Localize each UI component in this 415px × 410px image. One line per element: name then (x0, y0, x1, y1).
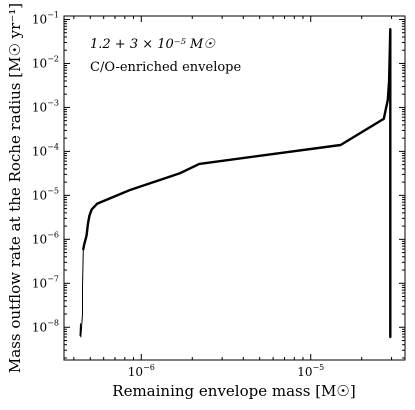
y-axis-label: Mass outflow rate at the Roche radius [M… (6, 3, 24, 373)
x-tick-label: 10−5 (297, 363, 324, 379)
y-tick-label: 10−8 (32, 318, 59, 334)
y-tick-label: 10−1 (32, 10, 59, 26)
y-tick-label: 10−3 (32, 98, 59, 114)
y-tick-label: 10−5 (32, 186, 59, 202)
series-line-tail (79, 248, 84, 338)
y-tick-label: 10−4 (32, 142, 59, 158)
plot-area (79, 28, 392, 339)
y-tick-label: 10−2 (32, 54, 59, 70)
annotation-envelope: C/O-enriched envelope (90, 60, 242, 75)
y-axis: 10−8 10−7 10−6 10−5 10−4 10−3 10−2 10−1 (32, 10, 405, 359)
y-tick-label: 10−6 (32, 230, 59, 246)
series-line-main (82, 28, 392, 339)
annotation-mass: 1.2 + 3 × 10⁻⁵ M☉ (90, 37, 216, 52)
y-tick-label: 10−7 (32, 274, 59, 290)
plot-frame (63, 15, 406, 361)
x-axis: 10−6 10−5 (73, 16, 393, 379)
x-tick-label: 10−6 (128, 363, 155, 379)
x-axis-label: Remaining envelope mass [M☉] (112, 382, 355, 400)
